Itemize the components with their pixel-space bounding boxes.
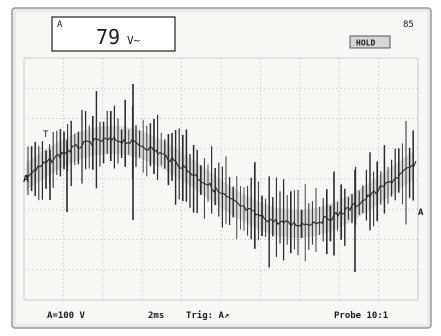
hold-badge: HOLD (349, 35, 391, 49)
waveform-envelope (26, 126, 414, 238)
waveform-trace (25, 84, 417, 272)
hold-label: HOLD (356, 39, 375, 48)
top-right-indicator: 85 (403, 20, 414, 30)
graticule (23, 57, 419, 301)
reading-channel-marker: A (57, 20, 63, 30)
waveform-centerline (25, 136, 417, 227)
status-vdiv: A=100 V (47, 311, 86, 321)
status-timebase: 2ms (148, 311, 164, 321)
reading-box: A 79 V~ (51, 16, 176, 52)
status-probe: Probe 10:1 (334, 311, 388, 321)
status-trigger: Trig: A↗ (186, 310, 229, 321)
trace-right-marker: A (418, 208, 424, 218)
reading-value: 79 (96, 25, 120, 49)
status-bar: A=100 V 2ms Trig: A↗ Probe 10:1 (47, 310, 388, 321)
screen-area (16, 12, 427, 324)
trace-mid-marker: T (43, 130, 49, 140)
reading-unit: V~ (127, 34, 141, 47)
trace-channel-label: A (23, 174, 29, 185)
